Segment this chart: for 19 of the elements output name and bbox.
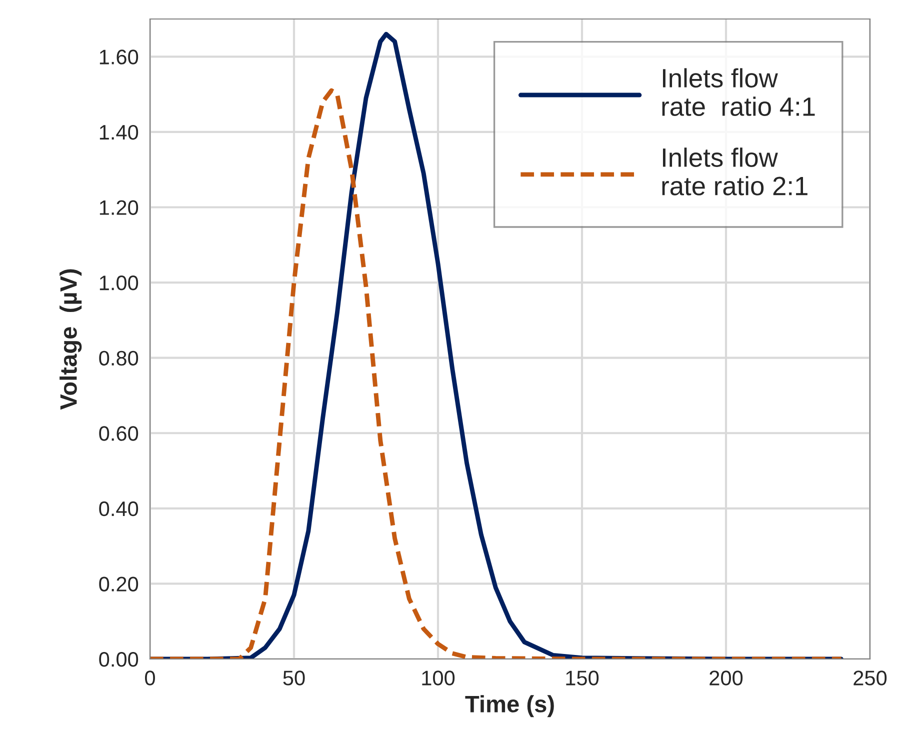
x-tick-label: 250 [854,670,887,686]
x-tick-label: 0 [145,670,155,686]
y-tick-label: 0.00 [99,652,138,667]
x-axis-title: Time (s) [465,695,554,718]
y-axis-title: Voltage (µV) [60,269,82,410]
x-tick-label: 200 [710,670,743,686]
x-tick-label: 100 [422,670,455,686]
y-tick-label: 0.80 [99,350,138,366]
y-tick-label: 1.60 [100,50,138,64]
y-tick-label: 1.40 [100,124,138,140]
legend-label: Inlets flow rate ratio 2:1 [662,148,808,196]
x-tick-label: 150 [566,670,599,686]
y-tick-label: 1.00 [100,276,138,290]
y-tick-label: 0.60 [99,426,138,441]
y-tick-label: 0.40 [99,501,138,516]
y-tick-label: 0.20 [99,576,138,592]
legend-label: Inlets flow rate ratio 4:1 [662,68,815,116]
y-tick-label: 1.20 [100,200,138,215]
x-tick-label: 50 [283,670,305,686]
